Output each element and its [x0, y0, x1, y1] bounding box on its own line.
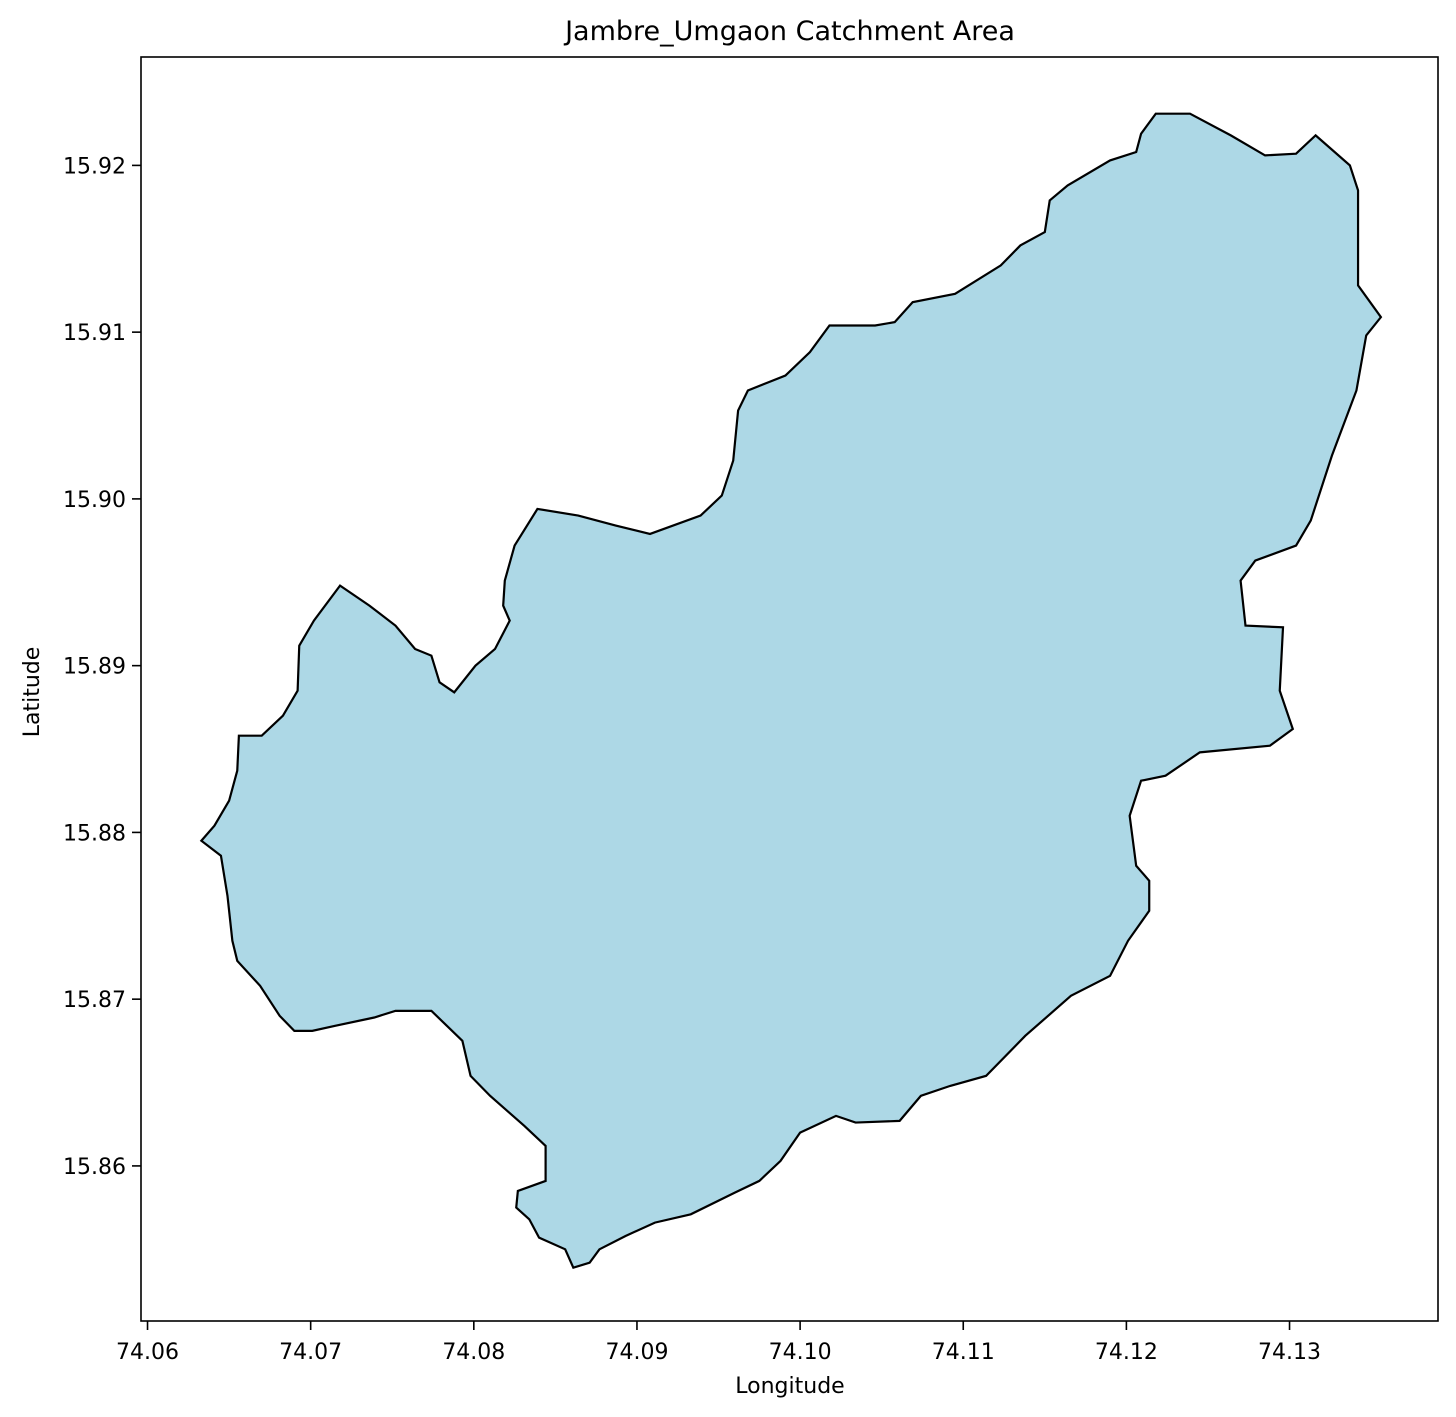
y-tick-label: 15.88 — [63, 821, 126, 846]
x-axis-label: Longitude — [735, 1374, 844, 1399]
y-tick-label: 15.92 — [63, 154, 126, 179]
y-tick-label: 15.86 — [63, 1155, 126, 1180]
y-tick-label: 15.89 — [63, 655, 126, 680]
x-tick-label: 74.06 — [116, 1340, 179, 1365]
x-tick-label: 74.07 — [279, 1340, 342, 1365]
catchment-polygon — [199, 112, 1383, 1269]
x-tick-label: 74.13 — [1258, 1340, 1321, 1365]
y-tick-label: 15.90 — [63, 488, 126, 513]
y-tick-label: 15.91 — [63, 321, 126, 346]
x-tick-label: 74.09 — [605, 1340, 668, 1365]
y-axis-label: Latitude — [20, 647, 45, 738]
y-tick-label: 15.87 — [63, 988, 126, 1013]
x-tick-label: 74.12 — [1095, 1340, 1158, 1365]
x-tick-label: 74.10 — [769, 1340, 832, 1365]
x-tick-label: 74.11 — [932, 1340, 995, 1365]
chart-title: Jambre_Umgaon Catchment Area — [563, 16, 1015, 47]
x-tick-label: 74.08 — [442, 1340, 505, 1365]
plot-frame — [140, 56, 1439, 1322]
